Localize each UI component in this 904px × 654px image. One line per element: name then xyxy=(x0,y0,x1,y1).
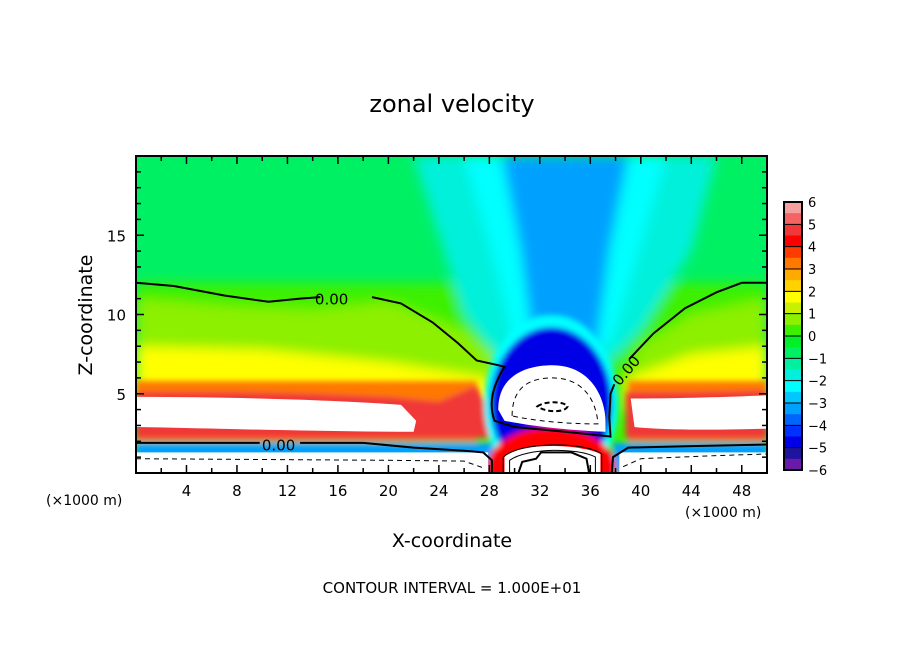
colorbar-swatch xyxy=(784,358,802,370)
saturated-region-left-jet xyxy=(136,396,417,432)
field-region xyxy=(502,156,629,347)
x-tick-label: 24 xyxy=(429,482,448,500)
x-tick-label: 8 xyxy=(232,482,242,500)
colorbar-tick-label: −2 xyxy=(808,375,827,390)
colorbar-swatch xyxy=(784,302,802,315)
saturated-region-dome xyxy=(498,365,606,432)
colorbar-swatch xyxy=(784,403,802,415)
x-tick-label: 28 xyxy=(480,482,499,500)
contour-zero-dome xyxy=(371,296,616,438)
colorbar-tick-label: 5 xyxy=(808,218,816,233)
colorbar-tick-label: −4 xyxy=(808,419,827,434)
colorbar-tick-label: 4 xyxy=(808,241,816,256)
x-tick-label: 40 xyxy=(631,482,650,500)
contour-interval-note: CONTOUR INTERVAL = 1.000E+01 xyxy=(323,579,582,597)
colorbar-swatch xyxy=(784,246,802,259)
contour-label: 0.00 xyxy=(262,436,295,454)
colorbar-swatch xyxy=(784,458,802,471)
colorbar-swatch xyxy=(784,257,802,270)
colorbar-swatch xyxy=(784,235,802,248)
colorbar-swatch xyxy=(784,324,802,337)
chart-title: zonal velocity xyxy=(369,90,534,118)
colorbar-swatch xyxy=(784,202,802,214)
contour-zero-lower-left-b xyxy=(300,441,493,473)
colorbar-swatch xyxy=(784,436,802,449)
colorbar-swatch xyxy=(784,336,802,348)
colorbar-swatch xyxy=(784,213,802,225)
x-tick-label: 44 xyxy=(682,482,701,500)
colorbar-swatch xyxy=(784,391,802,404)
x-axis-label: X-coordinate xyxy=(392,530,512,552)
x-tick-label: 36 xyxy=(581,482,600,500)
colorbar-swatch xyxy=(784,414,802,426)
colorbar-swatch xyxy=(784,369,802,382)
colorbar-swatch xyxy=(784,291,802,303)
colorbar-swatch xyxy=(784,380,802,393)
y-tick-label: 15 xyxy=(107,227,126,245)
x-tick-label: 20 xyxy=(379,482,398,500)
colorbar-swatch xyxy=(784,447,802,460)
colorbar-tick-label: −6 xyxy=(808,464,827,479)
x-unit-label-right: (×1000 m) xyxy=(685,505,761,521)
colorbar-swatch xyxy=(784,269,802,281)
colorbar-tick-label: −5 xyxy=(808,442,827,457)
colorbar-tick-label: 1 xyxy=(808,308,816,323)
colorbar-tick-label: 2 xyxy=(808,285,816,300)
axis-ticks xyxy=(136,156,767,473)
contour-pos-dome-inner xyxy=(517,451,591,473)
contour-pos-dome-outer xyxy=(502,444,603,473)
y-tick-label: 5 xyxy=(116,386,126,404)
contour-zero-lower-right xyxy=(610,443,767,473)
y-axis-label: Z-coordinate xyxy=(75,255,97,376)
contour-lines xyxy=(136,281,767,473)
y-tick-label: 10 xyxy=(107,307,126,325)
x-unit-label-left: (×1000 m) xyxy=(46,493,122,509)
saturated-region-surface-right xyxy=(619,452,767,473)
contour-neg-surface-left xyxy=(136,458,485,469)
colorbar-tick-label: 0 xyxy=(808,330,816,345)
x-tick-label: 4 xyxy=(182,482,192,500)
x-tick-label: 12 xyxy=(278,482,297,500)
contour-zero-upper-left xyxy=(136,281,321,303)
x-tick-label: 48 xyxy=(732,482,751,500)
x-tick-label: 32 xyxy=(530,482,549,500)
x-tick-label: 16 xyxy=(328,482,347,500)
colorbar-tick-label: 3 xyxy=(808,263,816,278)
contour-neg-surface-right xyxy=(622,453,767,468)
contour-neg-dome-inner xyxy=(535,401,569,413)
colorbar-swatch xyxy=(784,224,802,236)
colorbar-swatch xyxy=(784,280,802,292)
colorbar-swatch xyxy=(784,313,802,326)
colorbar-swatch xyxy=(784,425,802,437)
saturated-region-right-jet xyxy=(630,395,767,430)
plot-field xyxy=(136,156,767,473)
colorbar-tick-label: −1 xyxy=(808,352,827,367)
contour-pos-dome-mid xyxy=(509,449,596,473)
colorbar-swatch xyxy=(784,347,802,359)
saturated-region-surface-left xyxy=(136,452,489,473)
colorbar-frame xyxy=(783,201,803,471)
colorbar: 6 5 4 3 2 1 0 −1 −2 −3 −4 −5 −6 xyxy=(783,196,827,479)
colorbar-tick-label: 6 xyxy=(808,196,816,211)
contour-label: 0.00 xyxy=(315,291,348,309)
colorbar-tick-label: −3 xyxy=(808,397,827,412)
contour-zero-upper-right xyxy=(628,281,767,360)
